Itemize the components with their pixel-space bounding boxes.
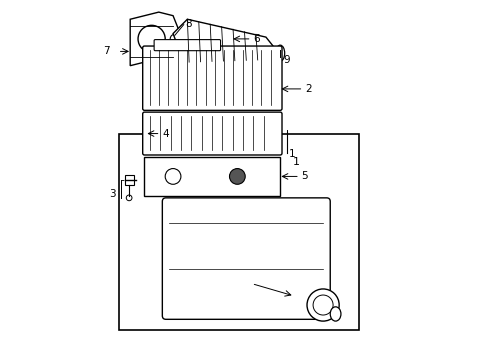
Text: 7: 7 [103,46,110,56]
Circle shape [126,195,132,201]
FancyBboxPatch shape [154,40,220,51]
Text: 6: 6 [253,34,260,44]
Circle shape [312,295,332,315]
Circle shape [229,168,244,184]
Ellipse shape [275,45,284,61]
FancyBboxPatch shape [142,112,282,155]
Circle shape [306,289,339,321]
Circle shape [138,25,165,53]
FancyBboxPatch shape [142,46,282,111]
Ellipse shape [329,307,340,321]
Text: 4: 4 [162,129,169,139]
Polygon shape [173,19,280,62]
Circle shape [170,34,179,44]
FancyBboxPatch shape [162,198,329,319]
Text: 5: 5 [301,171,307,181]
Text: 2: 2 [305,84,311,94]
Bar [144,157,280,196]
Bar [124,175,134,185]
Text: 1: 1 [288,149,295,159]
Text: 1: 1 [292,157,299,167]
Circle shape [165,168,181,184]
Polygon shape [130,12,180,66]
Text: 9: 9 [283,55,290,65]
Text: 3: 3 [109,189,115,199]
Bar [119,134,358,330]
Text: 8: 8 [185,18,192,28]
